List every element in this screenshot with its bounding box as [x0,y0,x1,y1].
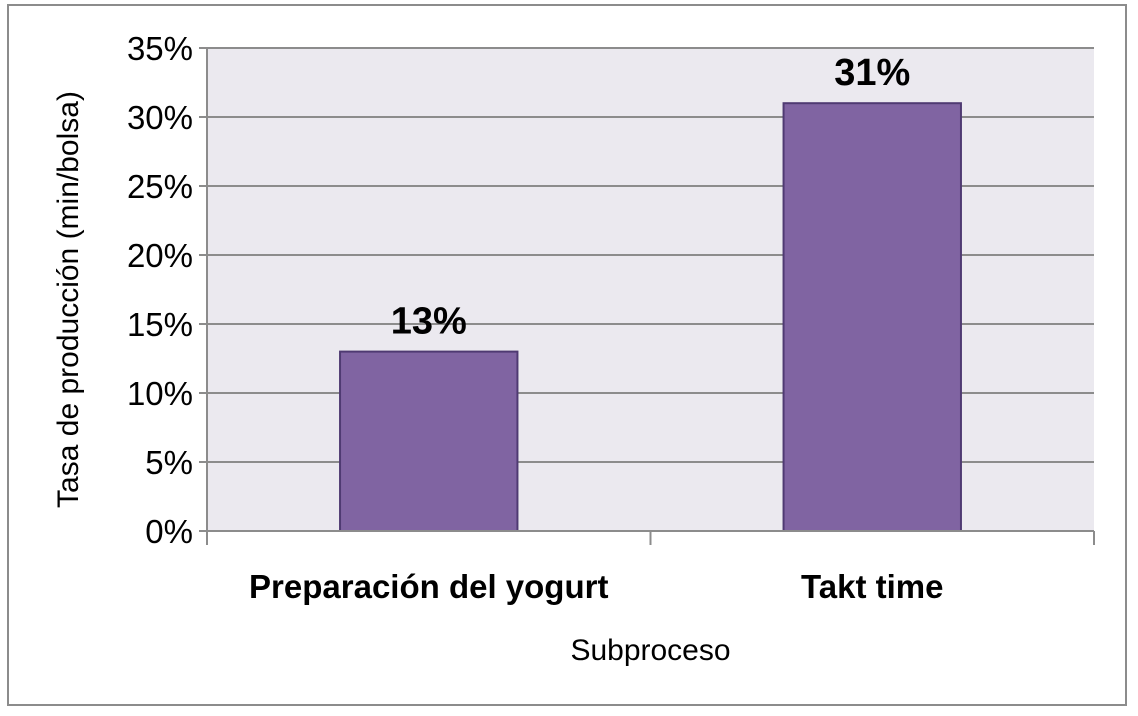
data-labels: 13% 31% [391,52,911,342]
y-tick-labels: 0% 5% 10% 15% 20% 25% 30% 35% [127,30,193,550]
bar [782,102,962,532]
x-category-label: Preparación del yogurt [249,568,608,605]
y-tick-label: 30% [127,99,193,136]
y-tick-label: 25% [127,168,193,205]
x-axis-title: Subproceso [570,634,730,667]
data-label: 31% [834,52,910,94]
bar [339,350,519,532]
data-label: 13% [391,301,467,343]
y-tick-label: 10% [127,375,193,412]
x-category-label: Takt time [801,568,943,605]
x-category-labels: Preparación del yogurt Takt time [249,568,943,605]
y-tick-label: 35% [127,30,193,67]
y-tick-label: 20% [127,237,193,274]
y-tick-label: 0% [145,513,193,550]
y-tick-label: 5% [145,444,193,481]
y-axis-title: Tasa de producción (min/bolsa) [52,91,85,508]
axes [199,47,1095,545]
y-tick-label: 15% [127,306,193,343]
